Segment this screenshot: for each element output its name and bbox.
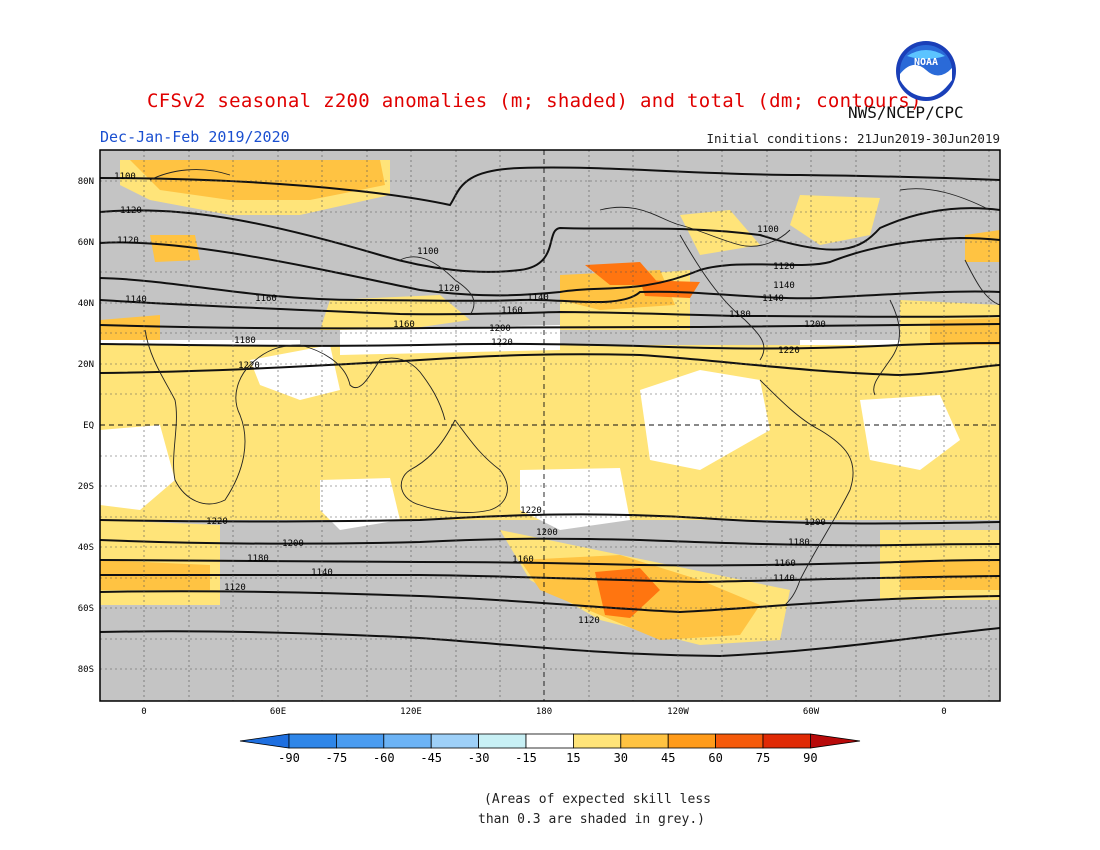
contour-label: 1200 <box>489 324 511 334</box>
contour-label: 1120 <box>120 206 142 216</box>
contour-label: 1160 <box>501 306 523 316</box>
colorbar: -90 -75 -60 -45 -30 -15 15 30 45 60 75 90 <box>239 733 861 765</box>
lat-label: 40N <box>78 299 94 309</box>
colorbar-swatch <box>288 733 337 749</box>
colorbar-tick-label: 60 <box>708 751 722 765</box>
contour-label: 1200 <box>804 320 826 330</box>
colorbar-tick-label: -45 <box>420 751 442 765</box>
contour-labels: 1100 1100 1100 1120 1120 1120 1120 1140 1140 1140… <box>114 172 826 626</box>
colorbar-tick-label: 15 <box>566 751 580 765</box>
contour-label: 1180 <box>247 554 269 564</box>
colorbar-tick-label: -90 <box>278 751 300 765</box>
contour-label: 1220 <box>206 517 228 527</box>
contour-label: 1140 <box>311 568 333 578</box>
contour-label: 1200 <box>804 518 826 528</box>
lon-label: 120E <box>400 707 422 717</box>
contour-label: 1140 <box>125 295 147 305</box>
lon-label: 60E <box>270 707 286 717</box>
contour-label: 1140 <box>762 294 784 304</box>
lon-label: 120W <box>667 707 689 717</box>
contour-label: 1180 <box>234 336 256 346</box>
season-label: Dec-Jan-Feb 2019/2020 <box>100 128 290 146</box>
lon-label: 0 <box>941 707 946 717</box>
latitude-axis: 80N 60N 40N 20N EQ 20S 40S 60S 80S <box>78 177 94 675</box>
lat-label: 80S <box>78 665 94 675</box>
lat-label: 20S <box>78 482 94 492</box>
contour-label: 1220 <box>238 361 260 371</box>
colorbar-swatch <box>667 733 717 749</box>
colorbar-swatch <box>525 733 574 749</box>
colorbar-swatch <box>715 733 764 749</box>
longitude-axis: 0 60E 120E 180 120W 60W 0 <box>141 707 946 717</box>
contour-label: 1160 <box>393 320 415 330</box>
graticule <box>100 150 1000 701</box>
colorbar-tick-label: 90 <box>803 751 817 765</box>
contour-label: 1120 <box>117 236 139 246</box>
contour-label: 1160 <box>255 294 277 304</box>
lat-label: 60N <box>78 238 94 248</box>
contour-label: 1100 <box>114 172 136 182</box>
contour-label: 1220 <box>778 346 800 356</box>
colorbar-tick-label: 75 <box>756 751 770 765</box>
lat-label: 80N <box>78 177 94 187</box>
contour-label: 1140 <box>773 574 795 584</box>
contour-label: 1220 <box>491 338 513 348</box>
colorbar-swatch <box>383 733 432 749</box>
coastlines <box>144 169 1000 606</box>
colorbar-swatch <box>430 733 480 749</box>
map-frame <box>99 149 1001 702</box>
colorbar-swatch <box>620 733 669 749</box>
colorbar-arrow-right <box>810 733 861 749</box>
contour-label: 1140 <box>527 293 549 303</box>
colorbar-tick-label: -60 <box>373 751 395 765</box>
agency-label: NWS/NCEP/CPC <box>848 103 964 122</box>
contour-label: 1140 <box>773 281 795 291</box>
reference-lines <box>100 150 1000 701</box>
contour-label: 1200 <box>282 539 304 549</box>
contour-label: 1100 <box>417 247 439 257</box>
lon-label: 60W <box>803 707 820 717</box>
contour-label: 1120 <box>438 284 460 294</box>
colorbar-tick-label: -30 <box>468 751 490 765</box>
contour-label: 1180 <box>729 310 751 320</box>
contour-label: 1100 <box>757 225 779 235</box>
lat-label: 40S <box>78 543 94 553</box>
colorbar-swatch <box>335 733 385 749</box>
colorbar-tick-label: 45 <box>661 751 675 765</box>
colorbar-arrow-left <box>239 733 290 749</box>
lon-label: 0 <box>141 707 146 717</box>
logo-text: NOAA <box>914 57 938 68</box>
contour-label: 1120 <box>773 262 795 272</box>
contour-label: 1200 <box>536 528 558 538</box>
lat-label: 20N <box>78 360 94 370</box>
contour-label: 1220 <box>520 506 542 516</box>
lat-label: EQ <box>83 421 94 431</box>
colorbar-tick-label: 30 <box>614 751 628 765</box>
contour-label: 1120 <box>578 616 600 626</box>
contour-label: 1160 <box>774 559 796 569</box>
lat-label: 60S <box>78 604 94 614</box>
colorbar-swatch <box>762 733 811 749</box>
chart-title: CFSv2 seasonal z200 anomalies (m; shaded… <box>147 90 922 112</box>
colorbar-swatch <box>478 733 527 749</box>
contour-label: 1180 <box>788 538 810 548</box>
initial-conditions-label: Initial conditions: 21Jun2019-30Jun2019 <box>706 131 1001 146</box>
colorbar-tick-label: -75 <box>326 751 348 765</box>
contour-label: 1120 <box>224 583 246 593</box>
lon-label: 180 <box>536 707 552 717</box>
skill-note-line1: (Areas of expected skill less <box>484 792 711 807</box>
colorbar-swatch <box>573 733 622 749</box>
skill-note-line2: than 0.3 are shaded in grey.) <box>478 812 705 827</box>
colorbar-tick-label: -15 <box>515 751 537 765</box>
contour-label: 1160 <box>512 555 534 565</box>
noaa-logo: NOAA <box>896 41 956 101</box>
